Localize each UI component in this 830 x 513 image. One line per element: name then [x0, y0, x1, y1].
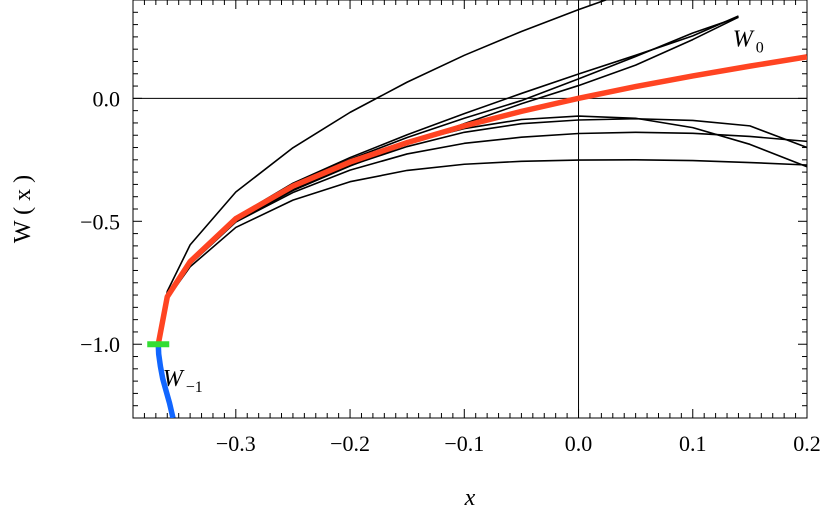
series-annotation: W −1 — [163, 366, 203, 396]
x-tick-label: −0.2 — [330, 431, 370, 456]
axis-ticks — [132, 0, 808, 419]
plot-frame — [132, 0, 808, 419]
series-w-0 — [155, 54, 807, 345]
y-tick-label: −1.0 — [80, 332, 120, 357]
series-line — [157, 15, 739, 345]
series-line — [157, 115, 807, 345]
series-line — [157, 0, 609, 345]
series-line — [157, 159, 807, 345]
series-w-1 — [155, 344, 176, 418]
series-layer — [155, 0, 807, 418]
x-tick-label: −0.3 — [216, 431, 256, 456]
x-axis-title: x — [464, 485, 476, 511]
y-axis-title: W ( x ) — [10, 175, 36, 243]
tick-labels: −0.3 −0.2 −0.1 0.0 0.1 0.2 0.0 −0.5 −1.0 — [80, 86, 821, 456]
reference-lines — [133, 0, 807, 418]
series-line — [157, 16, 739, 345]
y-tick-label: 0.0 — [93, 86, 121, 111]
y-tick-label: −0.5 — [80, 209, 120, 234]
x-tick-label: 0.1 — [679, 431, 707, 456]
series-line — [157, 117, 807, 345]
x-tick-label: 0.0 — [565, 431, 593, 456]
x-tick-label: 0.2 — [793, 431, 821, 456]
x-tick-label: −0.1 — [444, 431, 484, 456]
series-line — [157, 16, 739, 345]
